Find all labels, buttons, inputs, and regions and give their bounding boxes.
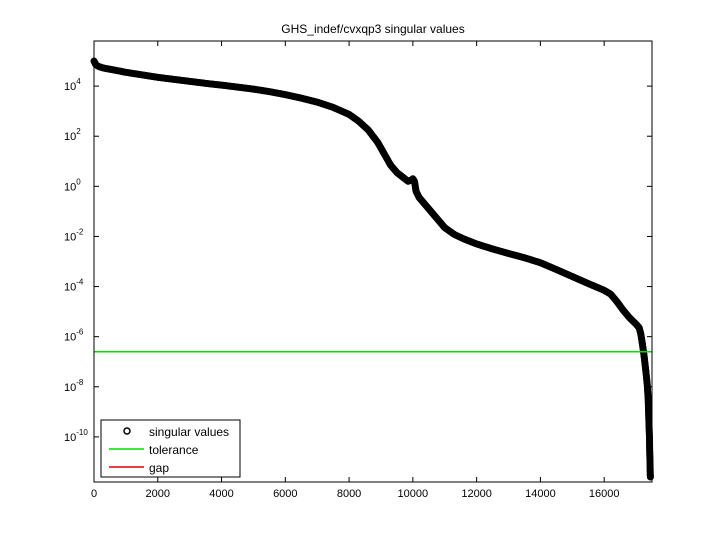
x-tick-label: 8000: [337, 488, 361, 500]
legend-label-tolerance: tolerance: [149, 443, 199, 457]
x-tick-label: 12000: [461, 488, 492, 500]
x-tick-label: 0: [91, 488, 97, 500]
y-tick-label: 10-6: [64, 328, 84, 344]
x-tick-label: 6000: [273, 488, 297, 500]
y-tick-label: 102: [64, 127, 81, 143]
x-tick-label: 10000: [398, 488, 429, 500]
y-tick-label: 100: [64, 177, 81, 193]
y-tick-label: 104: [64, 77, 81, 93]
y-tick-label: 10-8: [64, 378, 84, 394]
plot-area-background: [94, 41, 652, 482]
x-tick-label: 14000: [525, 488, 556, 500]
x-axis-ticks: 0 2000 4000 6000 8000 10000 12000 14000 16000: [91, 41, 620, 500]
legend-marker-singular-values: [123, 427, 131, 435]
legend: singular values tolerance gap: [100, 419, 241, 478]
plot-area-frame: [93, 40, 653, 483]
y-tick-label: 10-2: [64, 227, 84, 243]
x-tick-label: 2000: [146, 488, 170, 500]
x-tick-label: 16000: [589, 488, 620, 500]
legend-label-gap: gap: [149, 461, 169, 475]
chart-title: GHS_indef/cvxqp3 singular values: [281, 22, 464, 36]
data-marks: [90, 57, 654, 481]
y-tick-label: 10-4: [64, 278, 84, 294]
singular-value-point: [646, 473, 654, 481]
x-tick-label: 4000: [209, 488, 233, 500]
y-tick-label: 10-10: [64, 428, 88, 444]
legend-label-singular-values: singular values: [149, 425, 229, 439]
y-axis-ticks: 104 102 100 10-2 10-4 10-6 10-8 10-10: [64, 77, 652, 444]
